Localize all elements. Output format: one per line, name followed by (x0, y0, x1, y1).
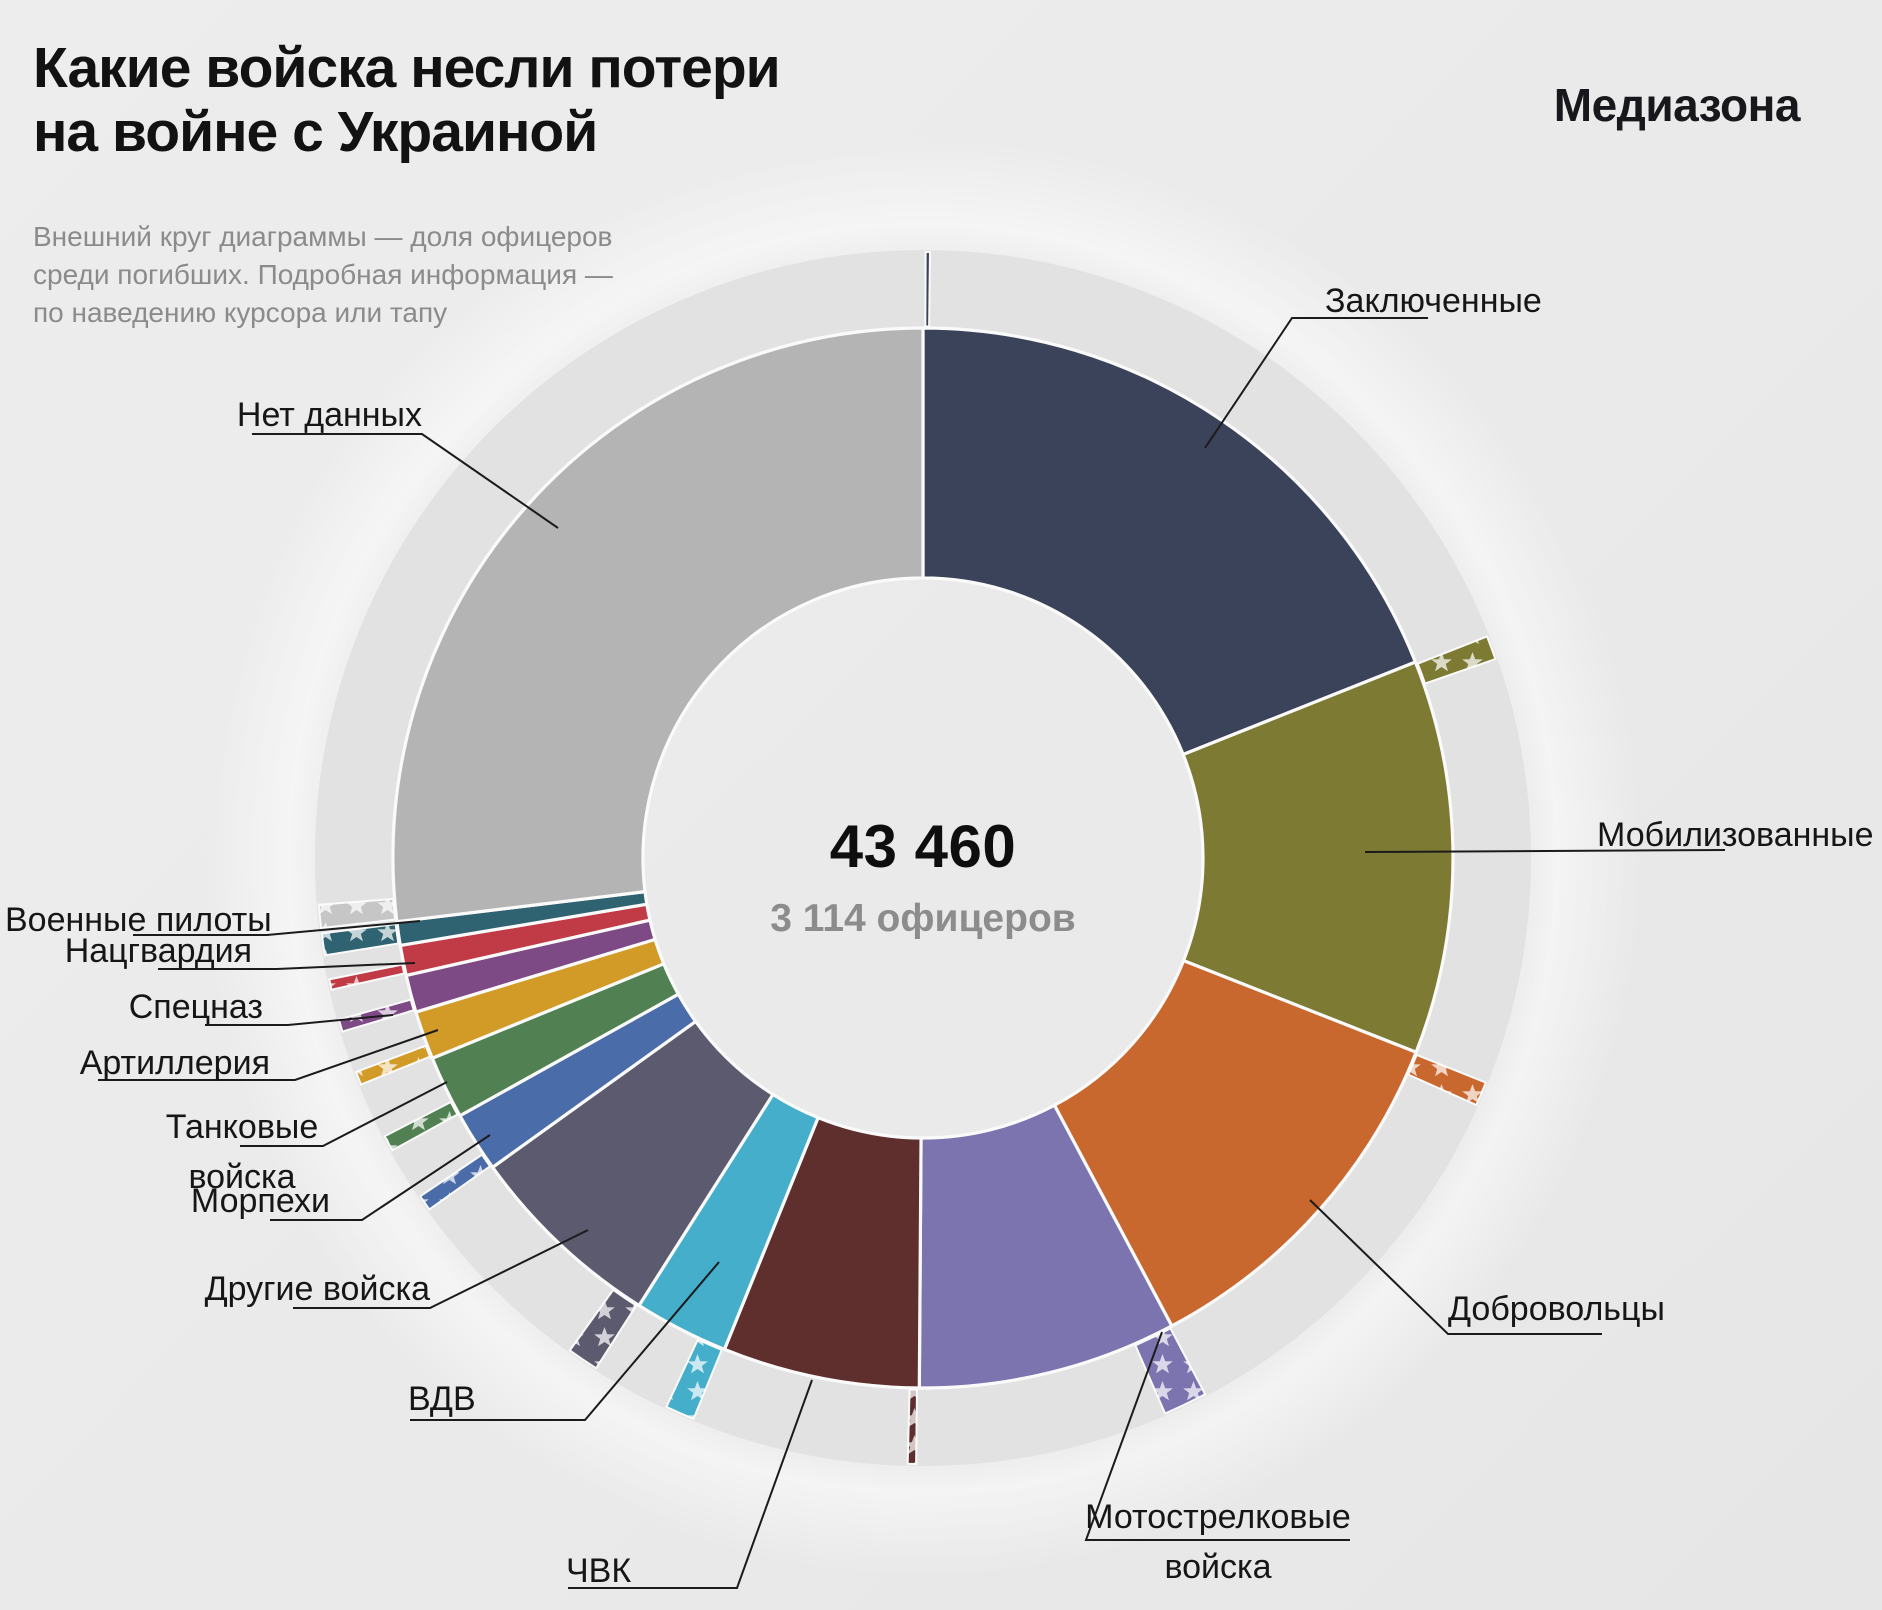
leader-line-12 (133, 920, 421, 936)
leader-line-1 (1364, 849, 1726, 853)
page-title-line2: на войне с Украиной (33, 100, 598, 164)
leader-line-7 (270, 1134, 491, 1221)
officer-bar-segment-4[interactable] (906, 1388, 918, 1465)
total-officers-value: 3 114 офицеров (770, 897, 1076, 940)
chart-description-line3: по наведению курсора или тапу (33, 297, 448, 328)
segment-label-6: Другие войска (204, 1270, 430, 1308)
chart-description-line1: Внешний круг диаграммы — доля офицеров (33, 221, 613, 252)
chart-description-line2: среди погибших. Подробная информация — (33, 259, 613, 290)
officer-bar-segment-0[interactable] (924, 251, 931, 328)
segment-1[interactable] (1181, 660, 1455, 1054)
leader-line-13 (252, 433, 559, 529)
leader-line-11 (158, 962, 416, 970)
officer-ring-background (315, 250, 1531, 1466)
segment-label-10: Спецназ (128, 988, 263, 1026)
segment-0[interactable] (921, 326, 1418, 757)
total-deaths-value: 43 460 (829, 813, 1017, 880)
leader-line-6 (293, 1229, 589, 1309)
chart-description: Внешний круг диаграммы — доля офицеров с… (33, 218, 613, 332)
leader-line-5 (410, 1261, 720, 1421)
mediazona-logo[interactable]: Медиазона (1553, 79, 1801, 131)
segment-label-0: Заключенные (1325, 282, 1542, 320)
leader-line-3 (1084, 1331, 1350, 1541)
segment-label-4: ЧВК (566, 1552, 632, 1590)
segment-label-1: Мобилизованные (1597, 816, 1874, 854)
segment-label-2: Добровольцы (1448, 1290, 1665, 1328)
leader-line-0 (1204, 317, 1428, 449)
leader-line-10 (205, 1014, 394, 1026)
segment-label-9: Артиллерия (79, 1044, 270, 1082)
leader-line-8 (240, 1081, 448, 1147)
leader-line-9 (98, 1029, 439, 1081)
segment-label-5: ВДВ (408, 1380, 476, 1418)
page-title-line1: Какие войска несли потери (33, 36, 781, 100)
segment-label-8: Танковые войска (165, 1108, 319, 1196)
segment-label-3: Мотострелковые войска (1085, 1498, 1351, 1586)
segment-label-11: Нацгвардия (64, 932, 252, 970)
segment-label-12: Военные пилоты (5, 901, 272, 939)
segment-13[interactable] (391, 326, 925, 924)
donut-center: 43 460 3 114 офицеров (623, 812, 1223, 941)
leader-line-2 (1309, 1199, 1602, 1335)
segment-label-13: Нет данных (236, 396, 422, 434)
segment-2[interactable] (1052, 959, 1418, 1328)
segment-label-7: Морпехи (190, 1182, 330, 1220)
page-title: Какие войска несли потери на войне с Укр… (33, 36, 781, 164)
leader-line-4 (568, 1379, 813, 1589)
